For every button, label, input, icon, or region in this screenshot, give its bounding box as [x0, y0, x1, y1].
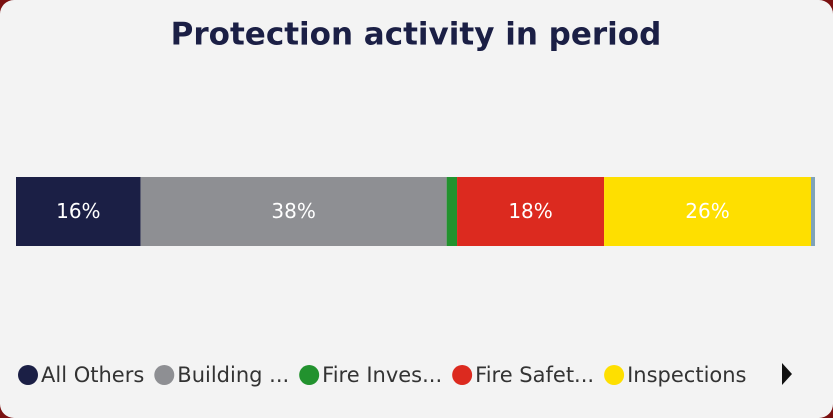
legend-swatch — [18, 365, 38, 385]
legend-swatch — [154, 365, 175, 385]
bar-segment — [604, 177, 812, 246]
chart-title: Protection activity in period — [171, 17, 662, 53]
legend-label: Fire Inves... — [322, 363, 442, 387]
data-label: 16% — [56, 199, 100, 223]
legend-label: Inspections — [627, 363, 746, 387]
bar-segment — [140, 177, 447, 246]
legend-swatch — [299, 365, 320, 385]
bar-segment — [457, 177, 605, 246]
legend-label: Building ... — [177, 363, 289, 387]
bar-segment — [811, 177, 815, 246]
legend-swatch — [452, 365, 473, 385]
legend-label: All Others — [41, 363, 144, 387]
legend-next-arrow[interactable] — [782, 363, 792, 385]
data-label: 18% — [508, 199, 552, 223]
bar-segment — [16, 177, 141, 246]
legend-label: Fire Safet... — [475, 363, 594, 387]
bar-segment — [446, 177, 458, 246]
data-label: 38% — [271, 199, 315, 223]
data-label: 26% — [685, 199, 729, 223]
legend-swatch — [604, 365, 625, 385]
